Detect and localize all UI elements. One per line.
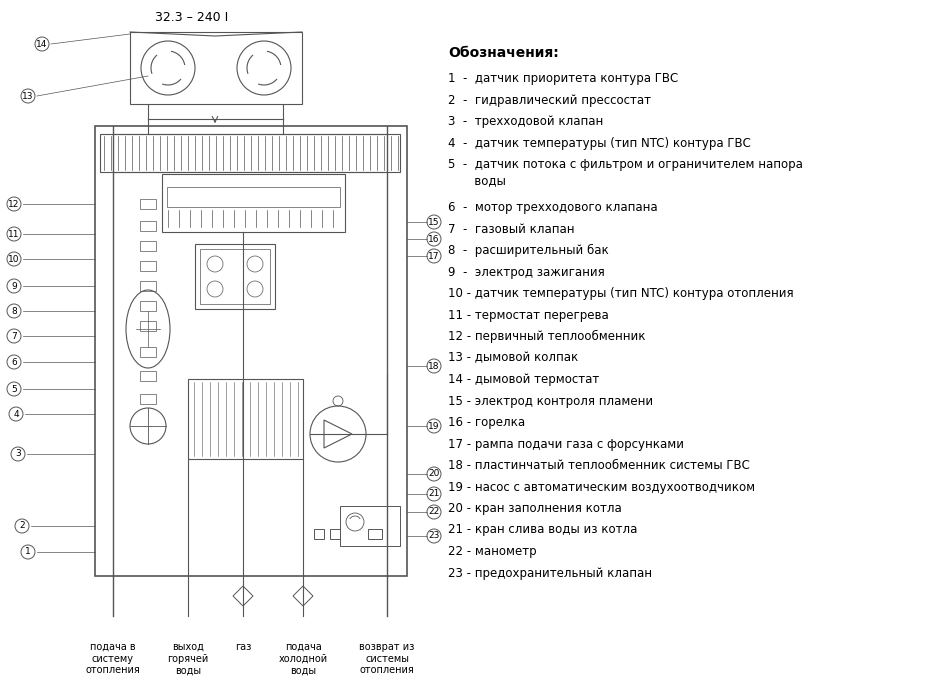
- Text: 1  -  датчик приоритета контура ГВС: 1 - датчик приоритета контура ГВС: [448, 72, 678, 85]
- Text: 13 - дымовой колпак: 13 - дымовой колпак: [448, 351, 578, 364]
- Text: 18 - пластинчатый теплообменник системы ГВС: 18 - пластинчатый теплообменник системы …: [448, 459, 750, 472]
- Text: 9: 9: [11, 282, 17, 291]
- Bar: [130, 32, 302, 104]
- Bar: [188, 379, 303, 459]
- Text: 14: 14: [36, 40, 48, 49]
- Bar: [140, 221, 156, 231]
- Bar: [100, 134, 400, 172]
- Bar: [140, 321, 156, 331]
- Text: 23: 23: [429, 532, 440, 541]
- Text: 11: 11: [8, 230, 20, 239]
- Bar: [340, 506, 400, 546]
- Text: 7  -  газовый клапан: 7 - газовый клапан: [448, 223, 574, 235]
- Text: 4: 4: [13, 409, 19, 418]
- Text: 21: 21: [429, 489, 440, 498]
- Text: 32.3 – 240 I: 32.3 – 240 I: [155, 10, 229, 24]
- Text: 3: 3: [15, 450, 21, 459]
- Text: 11 - термостат перегрева: 11 - термостат перегрева: [448, 309, 609, 321]
- Text: 8  -  расширительный бак: 8 - расширительный бак: [448, 244, 609, 257]
- Text: Обозначения:: Обозначения:: [448, 46, 559, 60]
- Text: 16 - горелка: 16 - горелка: [448, 416, 525, 429]
- Text: подача
холодной
воды: подача холодной воды: [278, 642, 328, 675]
- Text: 17: 17: [429, 251, 440, 260]
- Text: 15: 15: [429, 217, 440, 226]
- Bar: [167, 187, 340, 207]
- Bar: [200, 249, 270, 304]
- Text: 23 - предохранительный клапан: 23 - предохранительный клапан: [448, 566, 652, 579]
- Bar: [140, 371, 156, 381]
- Text: 16: 16: [429, 235, 440, 244]
- Text: 20 - кран заполнения котла: 20 - кран заполнения котла: [448, 502, 622, 515]
- Text: 1: 1: [25, 548, 31, 557]
- Text: 8: 8: [11, 307, 17, 316]
- Text: газ: газ: [234, 642, 251, 652]
- Bar: [140, 347, 156, 357]
- Bar: [368, 529, 382, 539]
- Text: 6  -  мотор трехходового клапана: 6 - мотор трехходового клапана: [448, 201, 658, 214]
- Text: 7: 7: [11, 332, 17, 341]
- Text: 2  -  гидравлический прессостат: 2 - гидравлический прессостат: [448, 94, 651, 106]
- Text: 5  -  датчик потока с фильтром и ограничителем напора
       воды: 5 - датчик потока с фильтром и ограничит…: [448, 158, 803, 187]
- Text: 3  -  трехходовой клапан: 3 - трехходовой клапан: [448, 115, 603, 128]
- Bar: [140, 199, 156, 209]
- Text: 17 - рампа подачи газа с форсунками: 17 - рампа подачи газа с форсунками: [448, 437, 684, 450]
- Text: подача в
систему
отопления: подача в систему отопления: [86, 642, 140, 675]
- Text: 13: 13: [22, 92, 34, 101]
- Bar: [140, 394, 156, 404]
- Text: 14 - дымовой термостат: 14 - дымовой термостат: [448, 373, 600, 386]
- Bar: [195, 244, 275, 309]
- Text: 10 - датчик температуры (тип NTC) контура отопления: 10 - датчик температуры (тип NTC) контур…: [448, 287, 794, 300]
- Text: выход
горячей
воды: выход горячей воды: [167, 642, 208, 675]
- Text: 9  -  электрод зажигания: 9 - электрод зажигания: [448, 266, 604, 278]
- Bar: [95, 126, 407, 576]
- Text: 12: 12: [8, 199, 20, 208]
- Bar: [314, 529, 324, 539]
- Text: 19 - насос с автоматическим воздухоотводчиком: 19 - насос с автоматическим воздухоотвод…: [448, 480, 755, 493]
- Bar: [140, 281, 156, 291]
- Text: возврат из
системы
отопления: возврат из системы отопления: [360, 642, 415, 675]
- Text: 18: 18: [429, 362, 440, 371]
- Text: 5: 5: [11, 384, 17, 393]
- Text: 6: 6: [11, 357, 17, 366]
- Bar: [162, 174, 345, 232]
- Text: 22: 22: [429, 507, 440, 516]
- Text: 12 - первичный теплообменник: 12 - первичный теплообменник: [448, 330, 645, 343]
- Text: 19: 19: [429, 421, 440, 430]
- Text: 2: 2: [20, 521, 25, 530]
- Bar: [140, 241, 156, 251]
- Text: 15 - электрод контроля пламени: 15 - электрод контроля пламени: [448, 394, 653, 407]
- Text: 10: 10: [8, 255, 20, 264]
- Text: 22 - манометр: 22 - манометр: [448, 545, 537, 558]
- Bar: [330, 529, 340, 539]
- Text: 4  -  датчик температуры (тип NTC) контура ГВС: 4 - датчик температуры (тип NTC) контура…: [448, 137, 751, 149]
- Text: 21 - кран слива воды из котла: 21 - кран слива воды из котла: [448, 523, 637, 536]
- Bar: [140, 261, 156, 271]
- Bar: [140, 301, 156, 311]
- Text: 20: 20: [429, 470, 440, 478]
